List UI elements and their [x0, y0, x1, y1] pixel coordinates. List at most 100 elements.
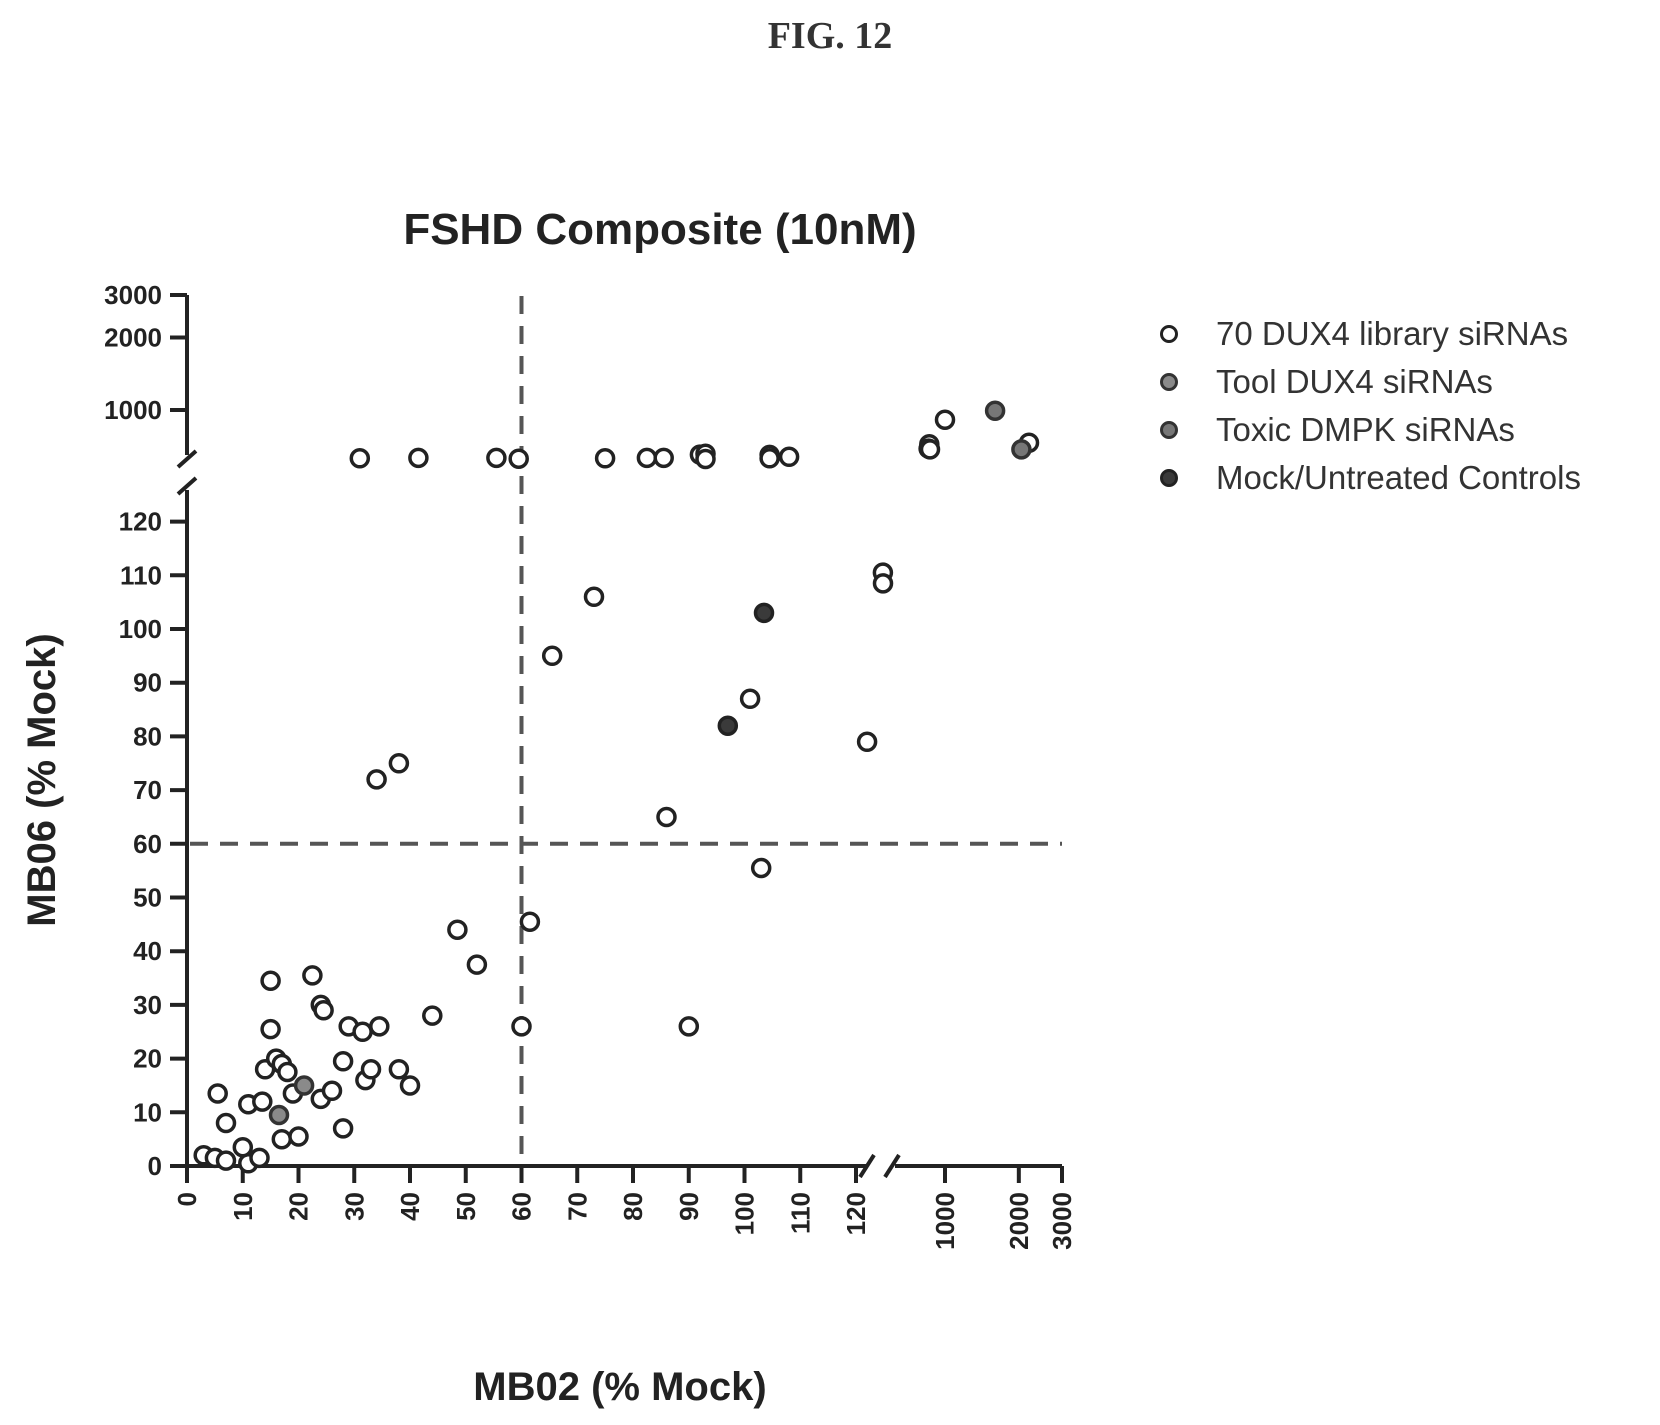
data-point: [695, 448, 716, 470]
data-point: [207, 1083, 228, 1104]
y-tick-label: 80: [133, 721, 162, 751]
y-axis-break-mark: [176, 449, 198, 469]
y-tick-label: 10: [133, 1097, 162, 1127]
x-tick-label: 2000: [1004, 1192, 1034, 1250]
y-tick-label: 50: [133, 883, 162, 913]
data-point: [856, 731, 878, 753]
data-point: [466, 954, 488, 975]
data-point: [408, 447, 429, 469]
y-tick-label: 60: [133, 829, 162, 859]
y-tick-label: 2000: [104, 322, 162, 352]
figure-label: FIG. 12: [767, 15, 893, 57]
data-point: [366, 769, 387, 790]
y-tick-label: 20: [133, 1044, 162, 1074]
legend-marker-gray-circle-icon: [1160, 373, 1178, 391]
x-axis-break-mark: [883, 1153, 901, 1179]
y-tick-label: 1000: [104, 395, 162, 425]
legend-marker-open-circle-icon: [1160, 325, 1178, 343]
data-point: [717, 715, 739, 736]
legend-item-mock: Mock/Untreated Controls: [1160, 454, 1581, 502]
data-point: [759, 448, 780, 469]
data-point: [232, 1136, 254, 1158]
data-point: [919, 439, 941, 460]
x-tick-label: 100: [730, 1192, 760, 1235]
legend: 70 DUX4 library siRNAs Tool DUX4 siRNAs …: [1160, 310, 1581, 502]
y-tick-label: 110: [120, 560, 162, 590]
y-tick-label: 3000: [104, 280, 162, 310]
y-tick-label: 30: [133, 990, 162, 1020]
x-tick-label: 10: [228, 1192, 258, 1221]
data-point: [750, 857, 772, 879]
x-tick-label: 40: [395, 1192, 425, 1221]
data-point: [678, 1016, 700, 1037]
legend-item-tool: Tool DUX4 siRNAs: [1160, 358, 1581, 406]
data-point: [360, 1059, 382, 1080]
data-point: [508, 448, 529, 469]
chart-axes: [176, 295, 1062, 1179]
y-axis-label: MB06 (% Mock): [20, 633, 64, 926]
x-axis-label: MB02 (% Mock): [473, 1365, 766, 1409]
y-tick-label: 100: [119, 614, 162, 644]
data-point: [388, 753, 410, 774]
y-tick-label: 90: [133, 668, 162, 698]
x-tick-label: 60: [507, 1192, 537, 1221]
x-tick-label: 30: [339, 1192, 369, 1221]
data-point: [753, 602, 775, 624]
data-point: [739, 688, 761, 710]
data-points: [193, 400, 1040, 1174]
x-tick-label: 3000: [1047, 1192, 1077, 1250]
data-point: [332, 1051, 354, 1072]
legend-label: 70 DUX4 library siRNAs: [1216, 315, 1569, 352]
data-point: [268, 1104, 290, 1126]
y-tick-label: 120: [119, 507, 162, 537]
data-point: [313, 1000, 334, 1021]
chart-title: FSHD Composite (10nM): [403, 205, 917, 254]
data-point: [519, 911, 541, 932]
legend-item-library: 70 DUX4 library siRNAs: [1160, 310, 1581, 358]
data-point: [778, 446, 800, 468]
x-tick-label: 90: [674, 1192, 704, 1221]
data-point: [215, 1150, 237, 1171]
data-point: [422, 1005, 443, 1026]
legend-label: Tool DUX4 siRNAs: [1216, 363, 1493, 400]
data-point: [352, 1021, 373, 1043]
data-point: [872, 573, 894, 594]
legend-marker-gray-circle-icon: [1160, 421, 1178, 439]
data-point: [349, 448, 371, 469]
x-tick-label: 50: [451, 1192, 481, 1221]
data-point: [541, 645, 563, 667]
y-tick-label: 0: [148, 1151, 162, 1181]
data-point: [1011, 439, 1032, 460]
data-point: [277, 1061, 298, 1083]
data-point: [984, 400, 1006, 421]
legend-item-toxic: Toxic DMPK siRNAs: [1160, 406, 1581, 454]
x-axis-break-mark: [858, 1153, 876, 1179]
x-tick-label: 110: [785, 1192, 815, 1234]
x-tick-label: 70: [562, 1192, 592, 1221]
data-point: [332, 1118, 354, 1139]
data-point: [511, 1016, 532, 1037]
y-axis-ticks: 0 10 20 30 40 50 60 70 80 90 100 110 120 1000 2000 3000: [104, 280, 187, 1181]
y-axis-break-mark: [176, 476, 198, 496]
legend-marker-dark-circle-icon: [1160, 469, 1178, 487]
data-point: [293, 1075, 315, 1096]
y-tick-label: 40: [133, 936, 162, 966]
data-point: [636, 447, 658, 469]
data-point: [271, 1128, 293, 1150]
data-point: [369, 1016, 390, 1037]
x-tick-label: 120: [841, 1192, 871, 1235]
x-tick-label: 1000: [930, 1192, 960, 1250]
threshold-lines: [190, 296, 1062, 1166]
legend-label: Toxic DMPK siRNAs: [1216, 411, 1515, 448]
legend-label: Mock/Untreated Controls: [1216, 459, 1581, 496]
x-tick-label: 20: [284, 1192, 314, 1221]
x-tick-label: 0: [172, 1192, 202, 1206]
data-point: [252, 1091, 273, 1112]
data-point: [260, 1018, 281, 1040]
data-point: [583, 586, 605, 608]
data-point: [594, 448, 616, 469]
data-point: [934, 409, 956, 430]
x-axis-ticks: 0 10 20 30 40 50 60 70 80 90 100 110 120 1000 2000 3000: [172, 1166, 1077, 1250]
data-point: [447, 919, 468, 940]
